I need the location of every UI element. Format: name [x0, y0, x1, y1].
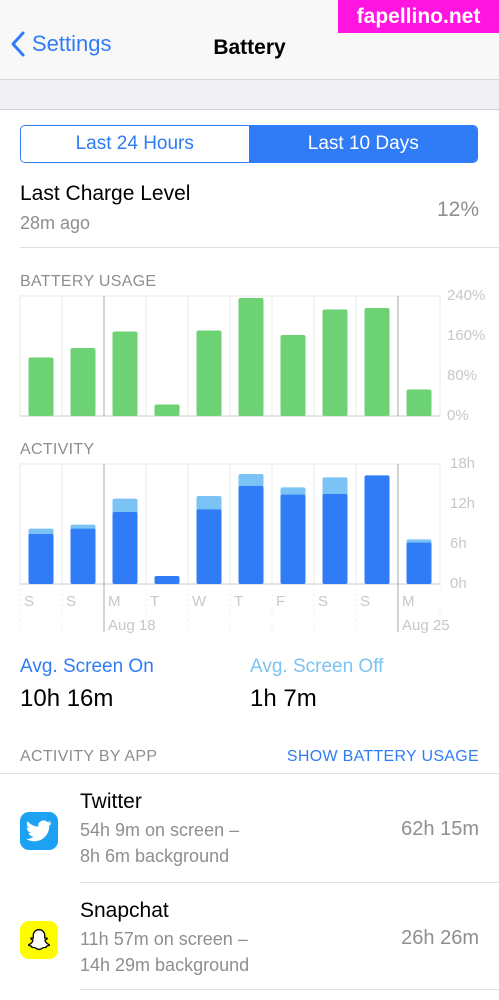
- activity-bar-screen-on: [154, 576, 180, 584]
- usage-bar: [322, 309, 348, 416]
- app-background-time: 14h 29m background: [80, 955, 250, 975]
- divider: [20, 247, 499, 248]
- activity-bar-screen-on: [406, 542, 432, 584]
- divider: [0, 773, 499, 774]
- usage-bar: [112, 331, 138, 416]
- app-background-time: 8h 6m background: [80, 846, 230, 866]
- snapchat-icon: [20, 921, 58, 959]
- date-label: Aug 25: [402, 617, 450, 634]
- segment-last-24-hours[interactable]: Last 24 Hours: [21, 126, 250, 162]
- app-row-twitter[interactable]: Twitter 54h 9m on screen – 8h 6m backgro…: [0, 774, 499, 880]
- date-label: Aug 18: [108, 617, 156, 634]
- usage-bar: [70, 348, 96, 416]
- usage-y-tick: 80%: [447, 367, 478, 384]
- usage-bar: [280, 335, 306, 416]
- battery-usage-title: BATTERY USAGE: [20, 273, 157, 290]
- usage-bar: [28, 357, 54, 416]
- activity-y-tick: 18h: [450, 455, 476, 472]
- last-charge-label: Last Charge Level: [20, 182, 191, 205]
- app-total-time: 62h 15m: [401, 818, 479, 840]
- section-gap: [0, 80, 499, 110]
- last-charge-time: 28m ago: [20, 213, 91, 233]
- usage-bar: [154, 404, 180, 416]
- day-label: S: [66, 593, 76, 610]
- chevron-left-icon: [11, 31, 25, 57]
- activity-bar-screen-off: [196, 496, 222, 513]
- usage-y-tick: 0%: [447, 407, 469, 424]
- day-label: F: [276, 593, 285, 610]
- day-label: S: [360, 593, 370, 610]
- activity-bar-screen-off: [238, 474, 264, 489]
- day-label: M: [402, 593, 415, 610]
- day-label: W: [192, 593, 207, 610]
- activity-bar-screen-on: [196, 509, 222, 584]
- activity-y-tick: 6h: [450, 535, 467, 552]
- activity-bar-screen-on: [322, 494, 348, 584]
- app-name: Snapchat: [80, 899, 169, 922]
- activity-bar-screen-on: [28, 534, 54, 584]
- app-row-snapchat[interactable]: Snapchat 11h 57m on screen – 14h 29m bac…: [0, 883, 499, 989]
- show-battery-usage-button[interactable]: SHOW BATTERY USAGE: [286, 748, 479, 765]
- app-screen-time: 54h 9m on screen –: [80, 820, 240, 840]
- avg-screen-on-label: Avg. Screen On: [20, 656, 154, 677]
- activity-bar-screen-on: [238, 486, 264, 584]
- back-button[interactable]: Settings: [10, 30, 112, 58]
- usage-y-tick: 160%: [447, 327, 486, 344]
- back-button-label: Settings: [32, 31, 112, 56]
- avg-screen-on-value: 10h 16m: [20, 685, 114, 712]
- usage-y-tick: 240%: [447, 287, 486, 304]
- day-label: S: [318, 593, 328, 610]
- divider: [80, 989, 499, 990]
- day-label: S: [24, 593, 34, 610]
- activity-bar-screen-off: [322, 477, 348, 497]
- activity-by-app-header: ACTIVITY BY APP: [20, 748, 158, 765]
- activity-bar-screen-on: [112, 512, 138, 584]
- avg-screen-off-label: Avg. Screen Off: [250, 656, 384, 677]
- activity-bar-screen-off: [112, 498, 138, 515]
- activity-y-tick: 12h: [450, 495, 476, 512]
- page-title: Battery: [213, 36, 286, 59]
- avg-screen-off-value: 1h 7m: [250, 685, 317, 712]
- usage-bar: [196, 330, 222, 416]
- activity-y-tick: 0h: [450, 575, 467, 592]
- app-screen-time: 11h 57m on screen –: [80, 929, 248, 949]
- time-range-segmented-control: Last 24 Hours Last 10 Days: [20, 125, 478, 163]
- activity-bar-screen-on: [280, 494, 306, 584]
- watermark: fapellino.net: [338, 0, 499, 33]
- app-name: Twitter: [80, 790, 142, 813]
- usage-bar: [406, 389, 432, 416]
- activity-bar-screen-on: [364, 475, 390, 584]
- usage-bar: [238, 298, 264, 416]
- day-label: T: [150, 593, 159, 610]
- activity-bar-screen-on: [70, 528, 96, 584]
- activity-title: ACTIVITY: [20, 441, 95, 458]
- day-label: T: [234, 593, 243, 610]
- usage-bar: [364, 308, 390, 416]
- divider: [80, 882, 499, 883]
- twitter-icon: [20, 812, 58, 850]
- app-total-time: 26h 26m: [401, 927, 479, 949]
- segment-last-10-days[interactable]: Last 10 Days: [249, 126, 477, 162]
- day-label: M: [108, 593, 121, 610]
- last-charge-value: 12%: [436, 198, 479, 221]
